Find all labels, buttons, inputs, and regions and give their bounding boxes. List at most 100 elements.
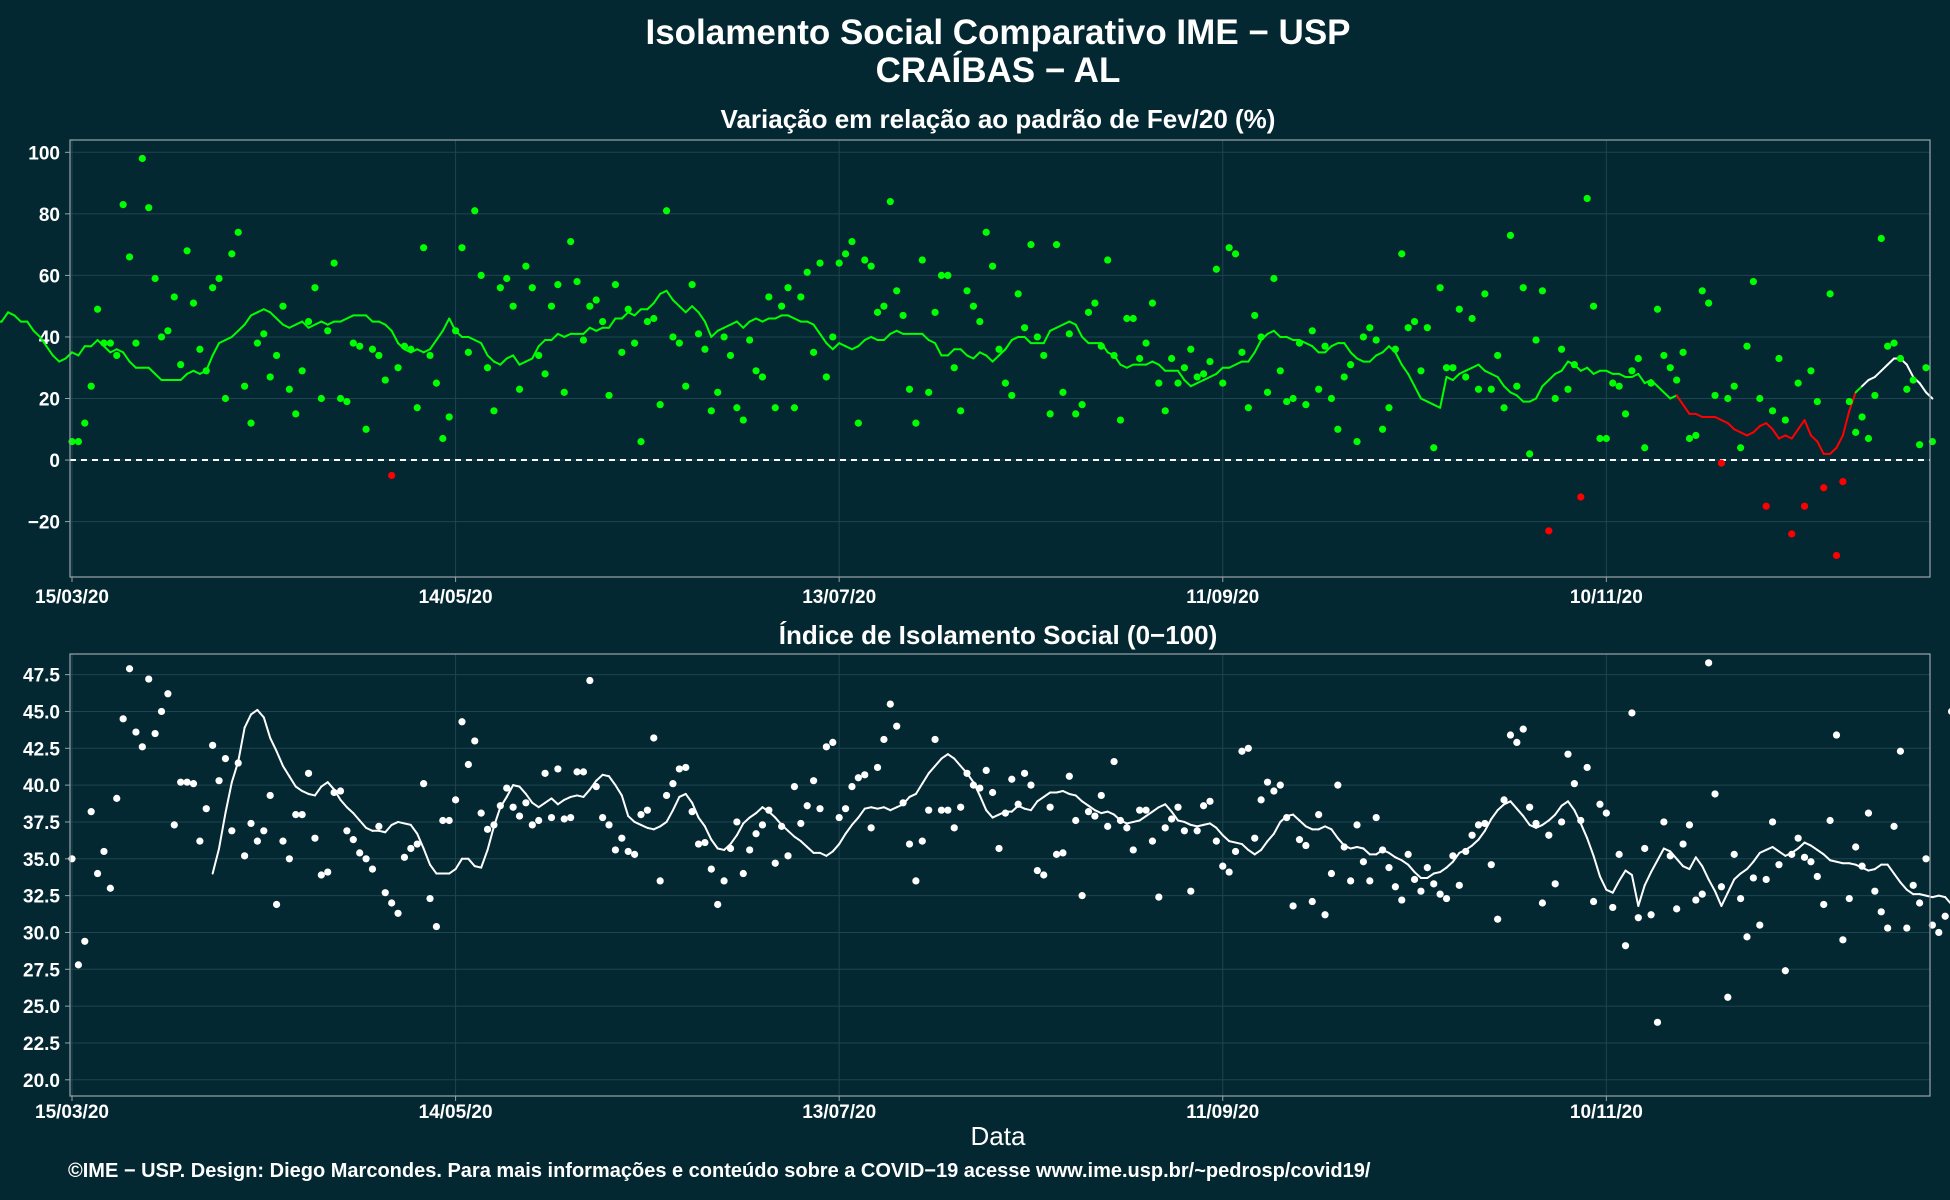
top-rolling-line-segment <box>256 308 265 314</box>
bottom-data-point <box>944 806 952 814</box>
top-rolling-line-segment <box>531 345 540 360</box>
bottom-rolling-line-segment <box>1829 859 1838 863</box>
bottom-data-point <box>925 806 933 814</box>
bottom-rolling-line-segment <box>716 847 726 851</box>
top-rolling-line-segment <box>1503 385 1512 394</box>
bottom-data-point <box>336 787 345 795</box>
bottom-rolling-line-segment <box>307 792 316 797</box>
top-data-point <box>1072 410 1080 418</box>
bottom-data-point <box>145 675 153 683</box>
top-rolling-line-segment <box>1694 412 1704 418</box>
top-data-point <box>1142 339 1150 347</box>
top-data-point <box>330 259 338 267</box>
bottom-data-point <box>1788 850 1796 858</box>
bottom-rolling-line-segment <box>1803 841 1812 847</box>
top-data-point <box>1219 379 1227 387</box>
top-rolling-line-segment <box>288 323 297 329</box>
top-rolling-line-segment <box>1554 369 1563 375</box>
bottom-data-point <box>784 852 792 860</box>
top-data-point <box>1743 342 1751 350</box>
bottom-data-point <box>324 868 332 876</box>
bottom-rolling-line-segment <box>806 846 815 854</box>
bottom-data-point <box>496 802 504 810</box>
bottom-data-point <box>1500 796 1508 804</box>
bottom-rolling-line-segment <box>1202 822 1211 826</box>
bottom-data-point <box>1027 781 1035 789</box>
top-data-point <box>285 385 293 393</box>
top-rolling-line-segment <box>1771 428 1780 440</box>
top-data-point <box>1161 407 1169 415</box>
bottom-data-point <box>637 810 645 819</box>
bottom-rolling-line-segment <box>294 785 304 793</box>
top-data-point <box>183 247 191 255</box>
top-rolling-line-segment <box>416 348 425 354</box>
bottom-rolling-line-segment <box>1029 800 1039 812</box>
bottom-data-point <box>1104 822 1112 830</box>
top-rolling-line-segment <box>1656 385 1665 394</box>
bottom-rolling-line-segment <box>1605 888 1614 894</box>
top-data-point <box>643 317 651 326</box>
bottom-data-point <box>285 855 293 863</box>
top-rolling-line-segment <box>58 357 67 363</box>
bottom-data-point <box>1852 843 1860 851</box>
top-data-point <box>630 339 639 347</box>
bottom-rolling-line-segment <box>953 757 962 767</box>
top-data-point <box>1826 290 1834 298</box>
top-rolling-line-segment <box>211 342 221 357</box>
top-data-point <box>81 419 89 427</box>
bottom-data-point <box>1762 875 1770 884</box>
bottom-data-point <box>221 755 230 763</box>
bottom-rolling-line-segment <box>1579 822 1589 840</box>
bottom-rolling-line-segment <box>1145 810 1154 818</box>
bottom-rolling-line-segment <box>1598 875 1608 891</box>
bottom-rolling-line-segment <box>1387 851 1397 859</box>
bottom-data-point <box>1628 709 1636 717</box>
top-data-point <box>1136 354 1144 363</box>
bottom-data-point <box>1647 911 1655 919</box>
top-data-point <box>841 250 850 258</box>
top-data-point <box>509 302 517 310</box>
top-rolling-line-segment <box>1797 419 1806 431</box>
bottom-data-point <box>1430 880 1438 888</box>
bottom-data-point <box>682 763 690 772</box>
bottom-data-point <box>541 769 549 777</box>
bottom-data-point <box>234 759 242 767</box>
top-data-point <box>1909 376 1917 384</box>
bottom-data-point <box>1116 816 1125 825</box>
bottom-data-point <box>1359 858 1368 866</box>
bottom-rolling-line-segment <box>537 801 547 809</box>
top-data-point <box>618 348 626 356</box>
bottom-data-point <box>81 937 89 945</box>
bottom-data-point <box>790 783 799 791</box>
bottom-data-point <box>1768 818 1777 826</box>
top-data-point <box>522 262 530 270</box>
top-rolling-line-segment <box>505 354 515 360</box>
top-data-point <box>426 351 434 360</box>
bottom-data-point <box>1199 802 1208 810</box>
bottom-rolling-line-segment <box>1100 810 1109 815</box>
bottom-rolling-line-segment <box>1106 810 1116 816</box>
bottom-rolling-line-segment <box>429 863 438 875</box>
top-rolling-line-segment <box>1547 372 1557 382</box>
bottom-rolling-line-segment <box>384 823 393 834</box>
bottom-data-point <box>822 743 830 751</box>
top-data-point <box>1283 397 1291 406</box>
top-data-point <box>714 388 722 396</box>
top-rolling-line-segment <box>710 329 719 338</box>
top-data-point <box>74 437 82 446</box>
bottom-data-point <box>1033 866 1041 875</box>
top-rolling-line-segment <box>313 320 323 326</box>
top-data-point <box>1385 404 1393 412</box>
top-rolling-line-segment <box>1234 360 1243 366</box>
bottom-y-tick-label: 42.5 <box>23 739 60 760</box>
top-data-point <box>1244 404 1252 412</box>
top-data-point <box>1206 357 1214 366</box>
top-data-point <box>1577 493 1585 501</box>
bottom-rolling-line-segment <box>269 736 278 753</box>
bottom-data-point <box>1538 899 1547 907</box>
bottom-data-point <box>1941 912 1949 920</box>
bottom-data-point <box>388 899 396 907</box>
bottom-rolling-line-segment <box>601 773 611 778</box>
bottom-rolling-line-segment <box>1215 826 1224 837</box>
bottom-data-point <box>765 806 773 814</box>
